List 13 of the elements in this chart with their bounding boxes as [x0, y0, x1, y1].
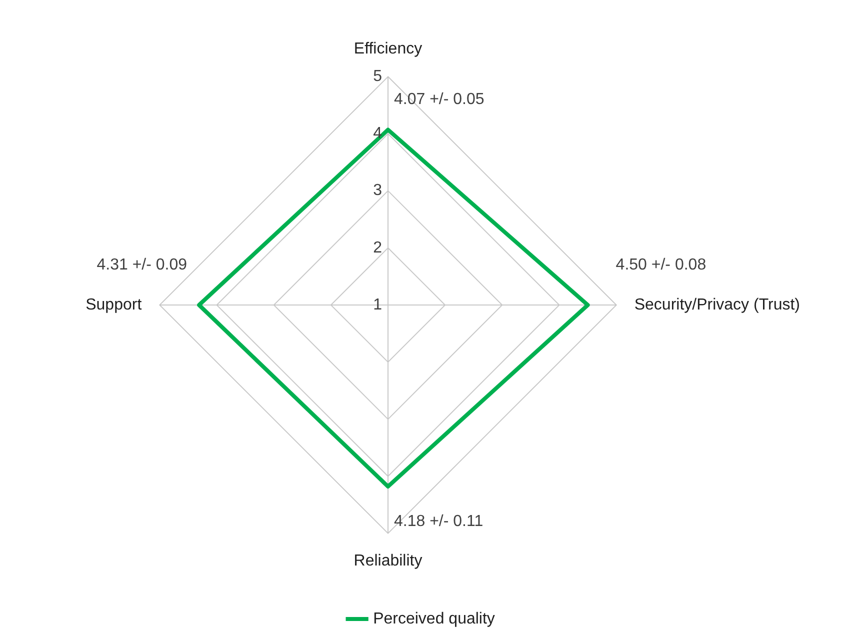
spoke-label: Support — [86, 296, 142, 314]
data-label: 4.50 +/- 0.08 — [616, 256, 706, 274]
y-tick-label: 5 — [373, 68, 382, 86]
spoke-label: Efficiency — [354, 40, 422, 58]
y-tick-label: 2 — [373, 239, 382, 256]
spoke-label: Security/Privacy (Trust) — [634, 296, 800, 314]
data-label: 4.31 +/- 0.09 — [96, 256, 188, 274]
data-label: 4.07 +/- 0.05 — [394, 91, 484, 108]
data-label: 4.18 +/- 0.11 — [394, 512, 484, 530]
y-tick-label: 3 — [373, 182, 382, 200]
spoke-label: Reliability — [354, 552, 422, 570]
y-tick-label: 1 — [373, 296, 382, 314]
legend-label: Perceived quality — [373, 610, 495, 628]
